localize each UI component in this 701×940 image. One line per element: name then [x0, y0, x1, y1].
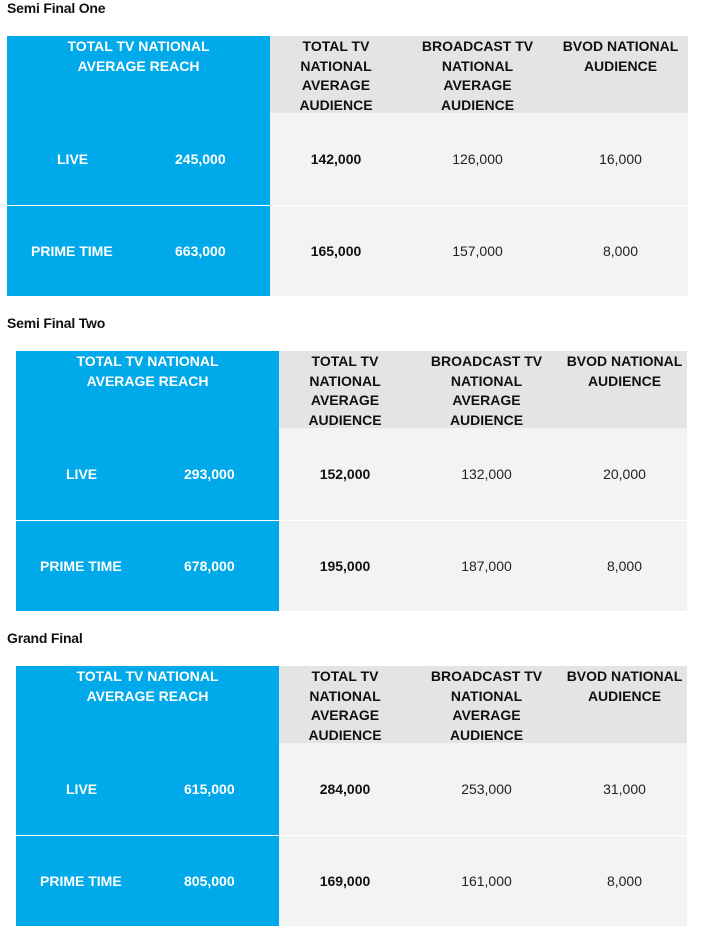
reach-header-label: TOTAL TV NATIONAL AVERAGE REACH: [67, 38, 210, 74]
table-row-live: LIVE 615,000: [16, 743, 279, 835]
row-label: PRIME TIME: [31, 243, 113, 259]
broadcast-value: 253,000: [411, 743, 562, 835]
bvod-value: 8,000: [562, 520, 687, 611]
reach-value: 663,000: [175, 243, 226, 259]
bvod-header: BVOD NATIONAL AUDIENCE: [562, 351, 687, 428]
broadcast-header-label: BROADCAST TV NATIONAL AVERAGE AUDIENCE: [430, 353, 543, 428]
audience-table: TOTAL TV NATIONAL AVERAGE REACH TOTAL TV…: [7, 36, 688, 296]
broadcast-header-label: BROADCAST TV NATIONAL AVERAGE AUDIENCE: [430, 668, 543, 743]
audience-table: TOTAL TV NATIONAL AVERAGE REACH TOTAL TV…: [16, 666, 687, 926]
total-tv-header: TOTAL TV NATIONAL AVERAGE AUDIENCE: [279, 351, 411, 428]
reach-header-label: TOTAL TV NATIONAL AVERAGE REACH: [76, 353, 219, 389]
bvod-value: 8,000: [562, 835, 687, 926]
total-tv-value: 152,000: [279, 428, 411, 520]
broadcast-header-label: BROADCAST TV NATIONAL AVERAGE AUDIENCE: [421, 38, 534, 113]
table-row-prime-time: PRIME TIME 805,000: [16, 835, 279, 926]
total-tv-value: 284,000: [279, 743, 411, 835]
reach-value: 615,000: [184, 781, 235, 797]
row-label: LIVE: [66, 781, 98, 797]
reach-header: TOTAL TV NATIONAL AVERAGE REACH: [16, 666, 279, 743]
reach-header-label: TOTAL TV NATIONAL AVERAGE REACH: [76, 668, 219, 704]
total-tv-header: TOTAL TV NATIONAL AVERAGE AUDIENCE: [270, 36, 402, 113]
broadcast-value: 157,000: [402, 205, 553, 296]
table-row-prime-time: PRIME TIME 678,000: [16, 520, 279, 611]
total-tv-header-label: TOTAL TV NATIONAL AVERAGE AUDIENCE: [299, 38, 373, 113]
total-tv-value: 195,000: [279, 520, 411, 611]
row-label: PRIME TIME: [40, 873, 122, 889]
section-title: Semi Final Two: [7, 315, 106, 331]
reach-header: TOTAL TV NATIONAL AVERAGE REACH: [16, 351, 279, 428]
section-title: Grand Final: [7, 630, 83, 646]
bvod-header: BVOD NATIONAL AUDIENCE: [562, 666, 687, 743]
broadcast-value: 187,000: [411, 520, 562, 611]
bvod-header-label: BVOD NATIONAL AUDIENCE: [566, 668, 683, 704]
row-label: LIVE: [57, 151, 89, 167]
table-row-live: LIVE 245,000: [7, 113, 270, 205]
row-label: LIVE: [66, 466, 98, 482]
total-tv-value: 169,000: [279, 835, 411, 926]
total-tv-header-label: TOTAL TV NATIONAL AVERAGE AUDIENCE: [308, 353, 382, 428]
reach-value: 245,000: [175, 151, 226, 167]
section-title: Semi Final One: [7, 0, 106, 16]
bvod-header-label: BVOD NATIONAL AUDIENCE: [562, 38, 679, 74]
broadcast-value: 126,000: [402, 113, 553, 205]
broadcast-header: BROADCAST TV NATIONAL AVERAGE AUDIENCE: [411, 666, 562, 743]
bvod-value: 8,000: [553, 205, 688, 296]
table-row-prime-time: PRIME TIME 663,000: [7, 205, 270, 296]
row-label: PRIME TIME: [40, 558, 122, 574]
reach-header: TOTAL TV NATIONAL AVERAGE REACH: [7, 36, 270, 113]
bvod-value: 31,000: [562, 743, 687, 835]
total-tv-value: 165,000: [270, 205, 402, 296]
bvod-value: 16,000: [553, 113, 688, 205]
total-tv-header-label: TOTAL TV NATIONAL AVERAGE AUDIENCE: [308, 668, 382, 743]
bvod-value: 20,000: [562, 428, 687, 520]
table-row-live: LIVE 293,000: [16, 428, 279, 520]
bvod-header: BVOD NATIONAL AUDIENCE: [553, 36, 688, 113]
broadcast-value: 161,000: [411, 835, 562, 926]
reach-value: 293,000: [184, 466, 235, 482]
audience-table: TOTAL TV NATIONAL AVERAGE REACH TOTAL TV…: [16, 351, 687, 611]
broadcast-value: 132,000: [411, 428, 562, 520]
bvod-header-label: BVOD NATIONAL AUDIENCE: [566, 353, 683, 389]
broadcast-header: BROADCAST TV NATIONAL AVERAGE AUDIENCE: [402, 36, 553, 113]
total-tv-header: TOTAL TV NATIONAL AVERAGE AUDIENCE: [279, 666, 411, 743]
total-tv-value: 142,000: [270, 113, 402, 205]
reach-value: 678,000: [184, 558, 235, 574]
reach-value: 805,000: [184, 873, 235, 889]
broadcast-header: BROADCAST TV NATIONAL AVERAGE AUDIENCE: [411, 351, 562, 428]
